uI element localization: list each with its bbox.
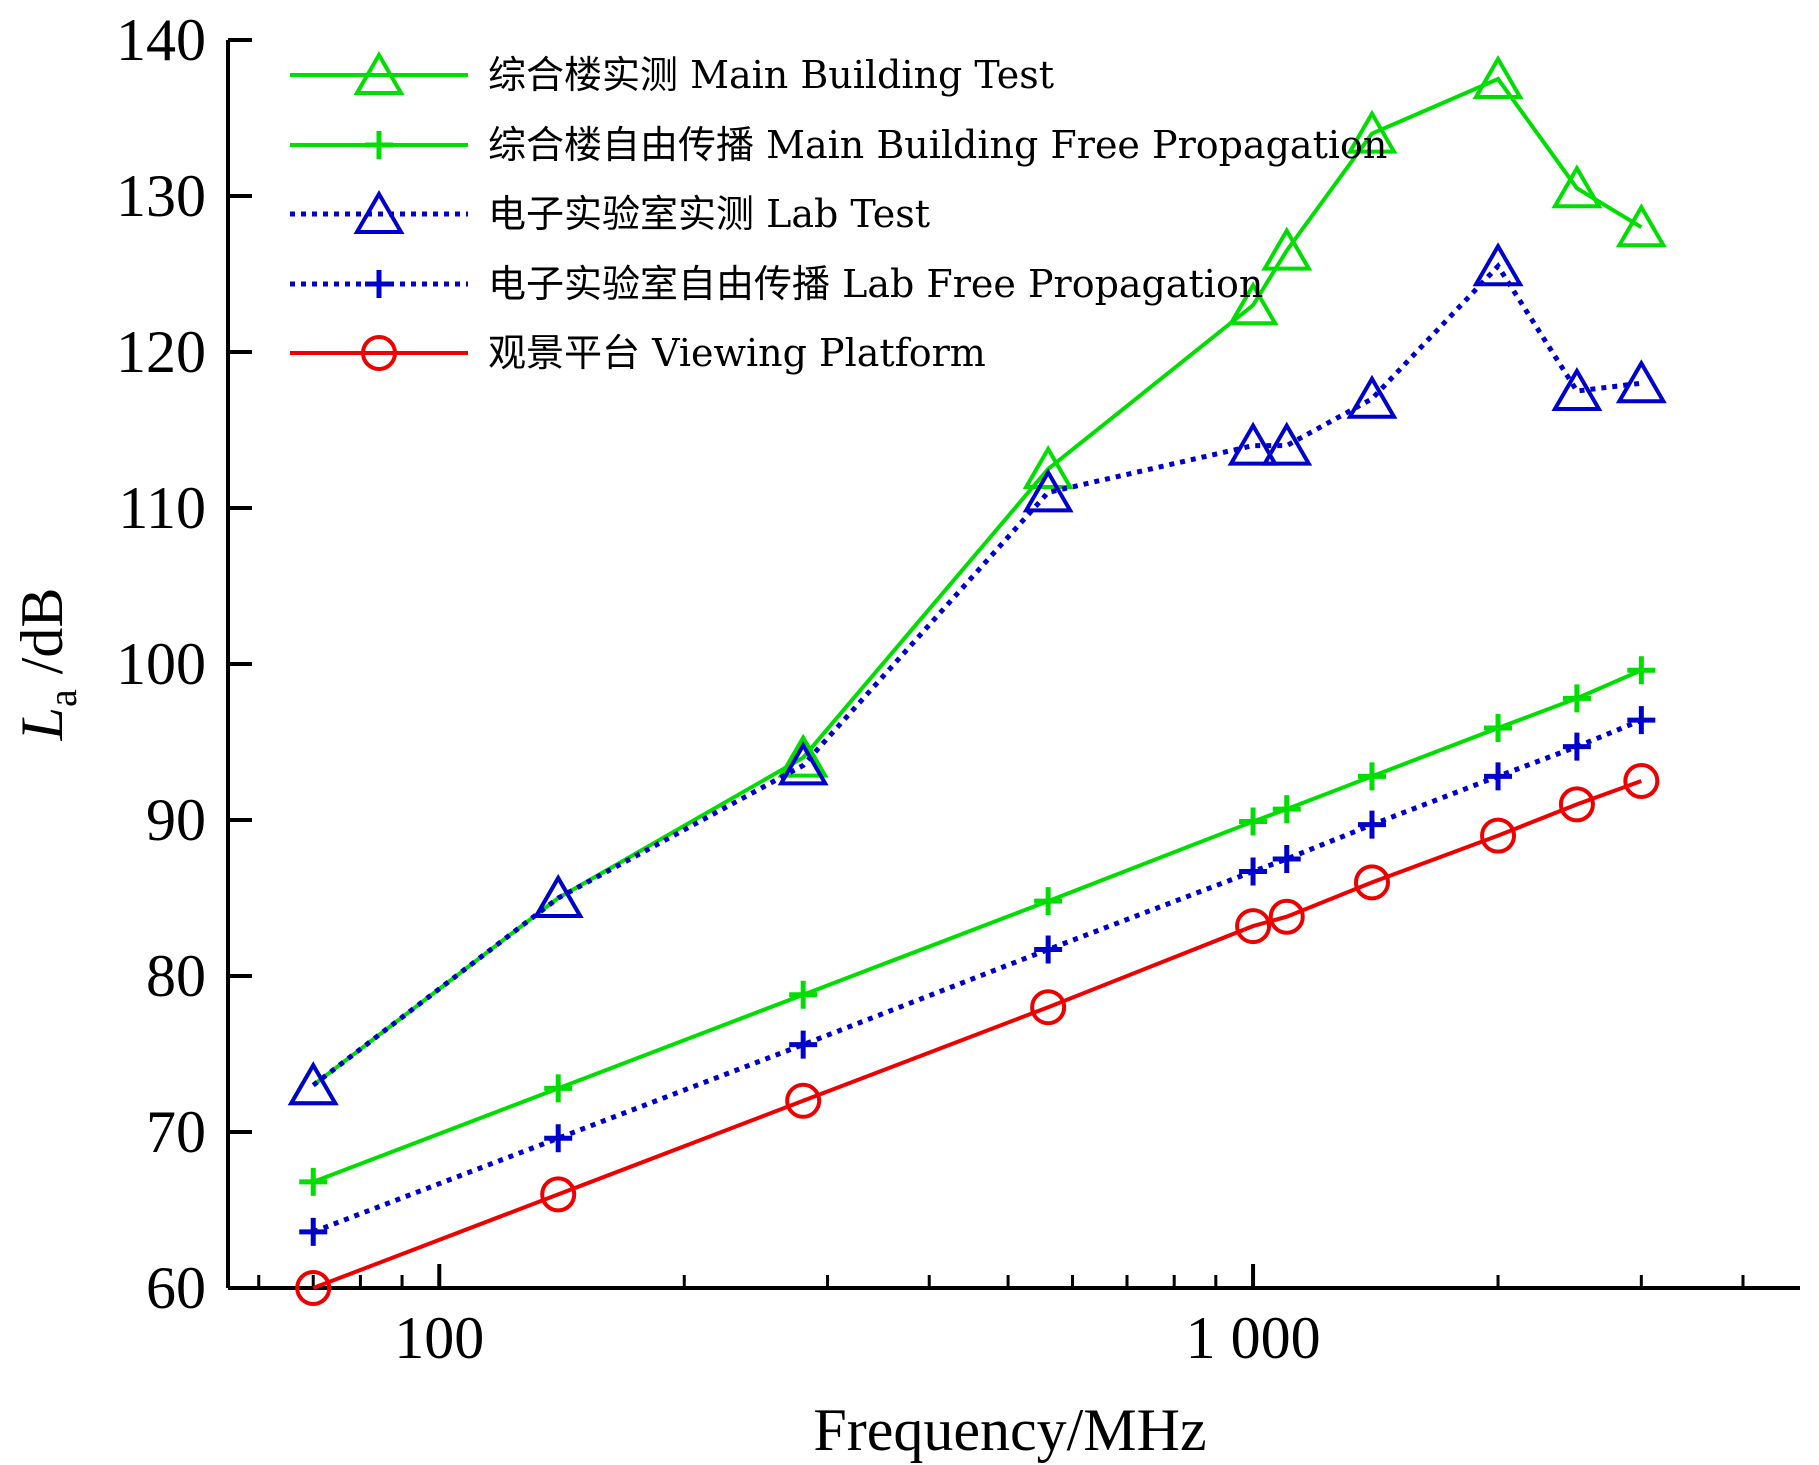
series-line xyxy=(312,717,1643,1235)
y-tick-label: 100 xyxy=(116,631,206,697)
data-point xyxy=(295,1270,332,1306)
series-4 xyxy=(295,763,1660,1306)
data-point xyxy=(1034,887,1063,916)
data-point xyxy=(1272,845,1301,873)
data-point xyxy=(287,1061,339,1106)
series-line xyxy=(311,262,1642,1088)
series-2 xyxy=(287,242,1667,1106)
data-point xyxy=(777,733,829,778)
legend-marker xyxy=(353,51,405,95)
data-point xyxy=(1558,786,1595,823)
axes: 60 70 80 90 100 110 120 130 140 100 1 000 Frequency… xyxy=(9,7,1800,1463)
data-point xyxy=(789,1030,818,1059)
data-point xyxy=(544,1124,573,1153)
y-tick-label: 130 xyxy=(116,163,206,229)
data-point xyxy=(1484,762,1513,791)
data-point xyxy=(540,1176,577,1213)
data-point xyxy=(1562,732,1591,761)
legend-item: 观景平台 Viewing Platform xyxy=(290,331,986,375)
data-point xyxy=(299,1167,328,1196)
data-point xyxy=(1030,989,1067,1026)
y-tick-label: 90 xyxy=(146,787,206,853)
data-point xyxy=(1472,55,1524,99)
data-point xyxy=(532,874,584,918)
data-point xyxy=(544,1074,573,1103)
y-axis-title: La /dB xyxy=(9,588,85,742)
series-1 xyxy=(299,656,1656,1196)
legend-label: 综合楼实测 Main Building Test xyxy=(488,53,1054,97)
legend-marker xyxy=(365,270,393,298)
legend-marker xyxy=(353,190,405,234)
data-point xyxy=(1480,817,1517,854)
y-tick-label: 80 xyxy=(146,943,206,1009)
data-point xyxy=(1346,109,1398,154)
data-point xyxy=(1261,226,1313,271)
data-point xyxy=(1615,203,1667,248)
data-point xyxy=(789,980,818,1009)
data-point xyxy=(1261,421,1313,466)
series-line xyxy=(312,76,1643,1087)
legend-marker xyxy=(361,335,397,371)
data-point xyxy=(777,741,829,786)
data-point xyxy=(1357,810,1386,839)
legend-item: 综合楼自由传播 Main Building Free Propagation xyxy=(290,123,1387,167)
y-tick-label: 140 xyxy=(116,7,206,73)
data-point xyxy=(785,1082,822,1119)
series-line xyxy=(312,668,1643,1184)
legend-label: 综合楼自由传播 Main Building Free Propagation xyxy=(488,123,1387,167)
y-tick-label: 70 xyxy=(146,1099,206,1165)
legend-item: 电子实验室实测 Lab Test xyxy=(290,190,930,236)
legend-label: 观景平台 Viewing Platform xyxy=(488,331,986,375)
series-3 xyxy=(299,706,1656,1246)
data-point xyxy=(1562,684,1591,713)
data-point xyxy=(1227,281,1279,326)
data-point xyxy=(1227,421,1279,466)
data-point xyxy=(1022,468,1074,513)
x-tick-label: 1 000 xyxy=(1186,1305,1321,1371)
data-point xyxy=(1239,807,1268,836)
data-point xyxy=(1268,898,1305,935)
data-point xyxy=(1615,359,1667,404)
y-tick-label: 110 xyxy=(118,475,206,541)
data-point xyxy=(1239,857,1268,886)
data-point xyxy=(1551,367,1603,411)
data-point xyxy=(1484,713,1513,742)
data-point xyxy=(1272,795,1301,824)
data-point xyxy=(1623,763,1660,799)
y-tick-label: 120 xyxy=(116,319,206,385)
legend-label: 电子实验室自由传播 Lab Free Propagation xyxy=(488,262,1263,306)
legend: 综合楼实测 Main Building Test 综合楼自由传播 Main Bui… xyxy=(290,51,1387,375)
legend-item: 电子实验室自由传播 Lab Free Propagation xyxy=(290,262,1263,306)
data-point xyxy=(299,1217,328,1246)
legend-item: 综合楼实测 Main Building Test xyxy=(290,51,1054,97)
data-point xyxy=(1357,762,1386,791)
data-point xyxy=(1627,706,1656,735)
data-point xyxy=(1034,935,1063,964)
data-point xyxy=(1022,445,1074,489)
legend-marker xyxy=(365,131,393,159)
data-point xyxy=(1235,908,1272,945)
series-line xyxy=(312,779,1643,1290)
x-tick-label: 100 xyxy=(394,1305,484,1371)
y-tick-label: 60 xyxy=(146,1255,206,1321)
data-point xyxy=(1627,656,1656,685)
plot-area xyxy=(287,55,1667,1306)
legend-label: 电子实验室实测 Lab Test xyxy=(488,192,930,236)
data-point xyxy=(1472,242,1524,287)
data-point xyxy=(1353,864,1390,901)
data-point xyxy=(1551,164,1603,209)
x-axis-title: Frequency/MHz xyxy=(813,1397,1206,1463)
data-point xyxy=(1346,374,1398,419)
